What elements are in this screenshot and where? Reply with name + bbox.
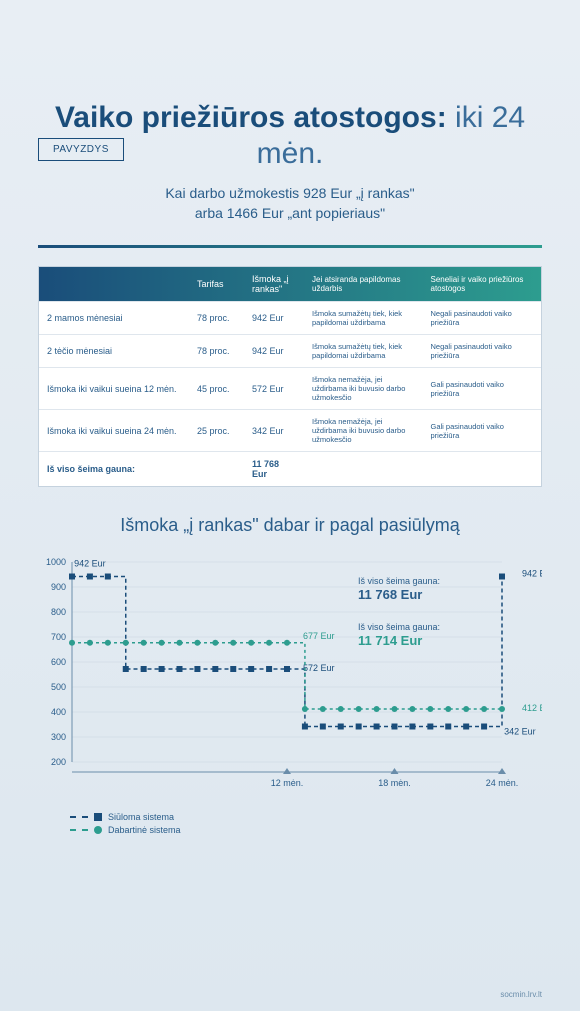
svg-text:677 Eur: 677 Eur xyxy=(303,631,335,641)
svg-text:900: 900 xyxy=(51,582,66,592)
table-cell: Išmoka iki vaikui sueina 12 mėn. xyxy=(39,368,189,409)
table-cell: Negali pasinaudoti vaiko priežiūra xyxy=(423,302,542,334)
chart-total-annotation: Iš viso šeima gauna:11 714 Eur xyxy=(358,622,440,648)
svg-text:24 mėn.: 24 mėn. xyxy=(486,778,519,788)
table-cell: Gali pasinaudoti vaiko priežiūra xyxy=(423,368,542,409)
svg-text:942 Eur: 942 Eur xyxy=(74,559,106,569)
legend-line-icon xyxy=(70,829,88,831)
subtitle: Kai darbo užmokestis 928 Eur „į rankas" … xyxy=(0,184,580,223)
page-title: Vaiko priežiūros atostogos: iki 24 mėn. xyxy=(0,100,580,172)
legend-proposed-label: Siūloma sistema xyxy=(108,812,174,822)
th-blank xyxy=(39,267,189,301)
total-value: 11 768 Eur xyxy=(244,452,304,486)
table-cell: 342 Eur xyxy=(244,410,304,451)
legend-current: Dabartinė sistema xyxy=(70,825,580,835)
svg-text:342 Eur: 342 Eur xyxy=(504,727,536,737)
th-seneliai: Seneliai ir vaiko priežiūros atostogos xyxy=(423,267,542,301)
subtitle-line2: arba 1466 Eur „ant popieriaus" xyxy=(195,205,385,221)
table-row: Išmoka iki vaikui sueina 24 mėn.25 proc.… xyxy=(39,409,541,451)
table-cell: Išmoka iki vaikui sueina 24 mėn. xyxy=(39,410,189,451)
table-cell: Išmoka nemažėja, jei uždirbama iki buvus… xyxy=(304,410,423,451)
table-cell: Išmoka nemažėja, jei uždirbama iki buvus… xyxy=(304,368,423,409)
table-header-row: Tarifas Išmoka „į rankas" Jei atsiranda … xyxy=(39,267,541,301)
svg-text:1000: 1000 xyxy=(46,557,66,567)
subtitle-line1: Kai darbo užmokestis 928 Eur „į rankas" xyxy=(165,185,414,201)
legend-circle-icon xyxy=(94,826,102,834)
table-cell: Negali pasinaudoti vaiko priežiūra xyxy=(423,335,542,367)
th-ismoka: Išmoka „į rankas" xyxy=(244,267,304,301)
legend-line-icon xyxy=(70,816,88,818)
svg-text:500: 500 xyxy=(51,682,66,692)
table-row: Išmoka iki vaikui sueina 12 mėn.45 proc.… xyxy=(39,367,541,409)
svg-text:412 Eur: 412 Eur xyxy=(522,703,542,713)
comparison-chart: 200 300 400 500 600 700 800 900 1000 12 mėn. 18 mė… xyxy=(38,554,542,804)
table-cell: Išmoka sumažėtų tiek, kiek papildomai už… xyxy=(304,302,423,334)
table-row: 2 tėčio mėnesiai78 proc.942 EurIšmoka su… xyxy=(39,334,541,367)
title-strong: Vaiko priežiūros atostogos: xyxy=(55,101,447,134)
svg-text:12 mėn.: 12 mėn. xyxy=(271,778,304,788)
table-cell: 78 proc. xyxy=(189,335,244,367)
svg-text:18 mėn.: 18 mėn. xyxy=(378,778,411,788)
svg-text:400: 400 xyxy=(51,707,66,717)
table-cell: 942 Eur xyxy=(244,335,304,367)
table-cell: 572 Eur xyxy=(244,368,304,409)
footer-source: socmin.lrv.lt xyxy=(500,990,542,999)
table-cell: Išmoka sumažėtų tiek, kiek papildomai už… xyxy=(304,335,423,367)
table-cell: 2 tėčio mėnesiai xyxy=(39,335,189,367)
th-tarifas: Tarifas xyxy=(189,267,244,301)
legend-current-label: Dabartinė sistema xyxy=(108,825,181,835)
total-label: Iš viso šeima gauna: xyxy=(39,452,189,486)
table-cell: 45 proc. xyxy=(189,368,244,409)
svg-text:700: 700 xyxy=(51,632,66,642)
table-cell: 942 Eur xyxy=(244,302,304,334)
table-cell: 78 proc. xyxy=(189,302,244,334)
benefits-table: Tarifas Išmoka „į rankas" Jei atsiranda … xyxy=(38,266,542,487)
chart-total-annotation: Iš viso šeima gauna:11 768 Eur xyxy=(358,576,440,602)
svg-text:300: 300 xyxy=(51,732,66,742)
table-cell: Gali pasinaudoti vaiko priežiūra xyxy=(423,410,542,451)
th-papildomas: Jei atsiranda papildomas uždarbis xyxy=(304,267,423,301)
svg-text:572 Eur: 572 Eur xyxy=(303,663,335,673)
example-badge: PAVYZDYS xyxy=(38,138,124,161)
table-cell: 2 mamos mėnesiai xyxy=(39,302,189,334)
chart-legend: Siūloma sistema Dabartinė sistema xyxy=(70,812,580,835)
svg-text:800: 800 xyxy=(51,607,66,617)
gradient-divider xyxy=(38,245,542,248)
table-row: 2 mamos mėnesiai78 proc.942 EurIšmoka su… xyxy=(39,301,541,334)
svg-text:942 Eur: 942 Eur xyxy=(522,569,542,579)
svg-text:200: 200 xyxy=(51,757,66,767)
legend-proposed: Siūloma sistema xyxy=(70,812,580,822)
chart-svg: 200 300 400 500 600 700 800 900 1000 12 mėn. 18 mė… xyxy=(38,554,542,804)
legend-square-icon xyxy=(94,813,102,821)
table-cell: 25 proc. xyxy=(189,410,244,451)
svg-text:600: 600 xyxy=(51,657,66,667)
table-total-row: Iš viso šeima gauna: 11 768 Eur xyxy=(39,451,541,486)
chart-section-title: Išmoka „į rankas" dabar ir pagal pasiūly… xyxy=(0,515,580,536)
